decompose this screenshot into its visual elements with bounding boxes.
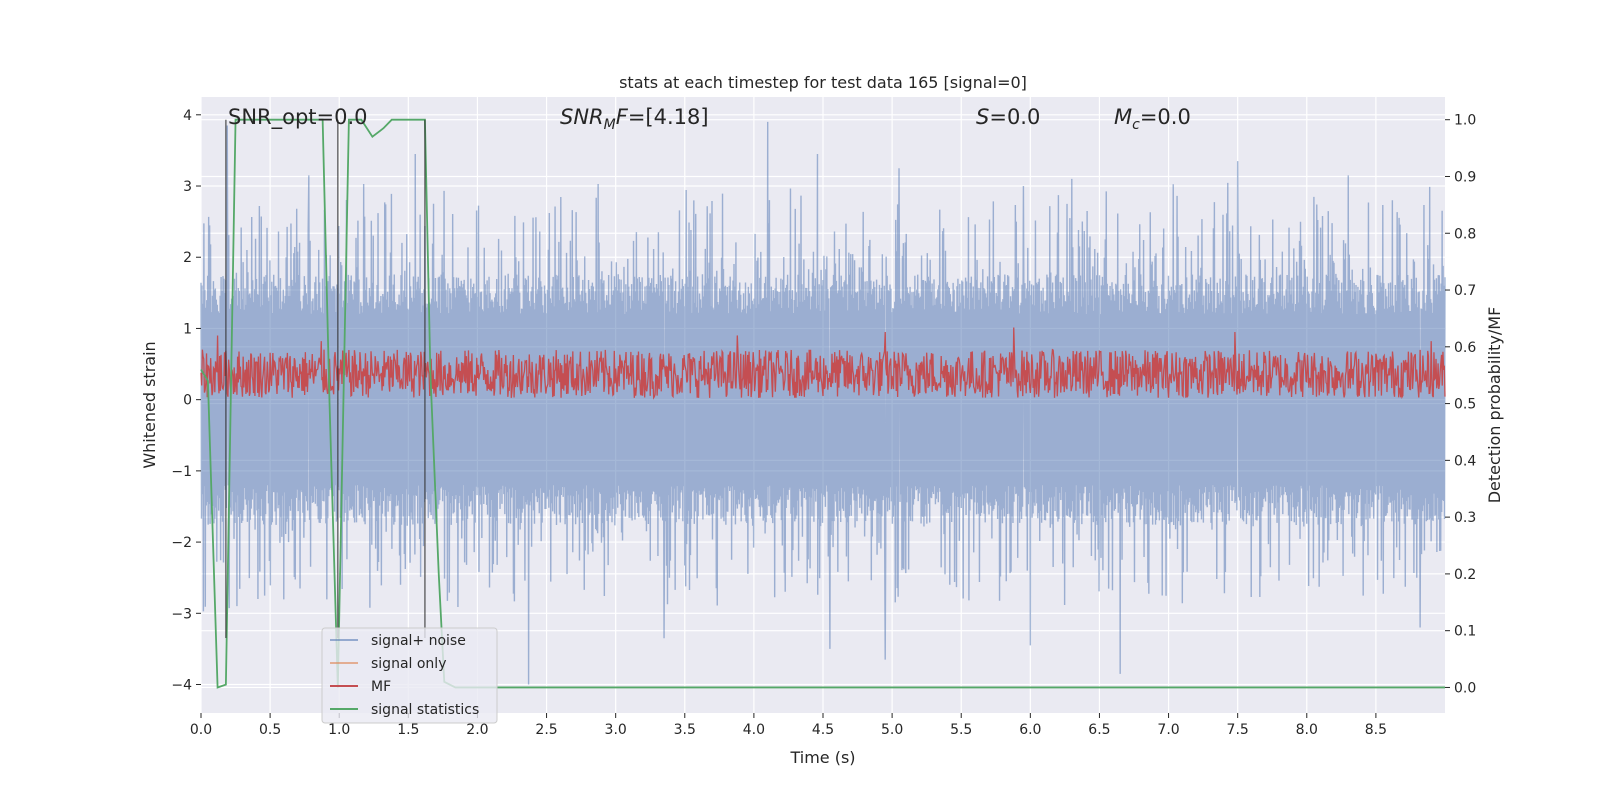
x-tick-label: 7.5 bbox=[1227, 722, 1249, 738]
annotation-s: S=0.0 bbox=[976, 105, 1040, 129]
y-right-tick-label: 1.0 bbox=[1454, 113, 1476, 129]
y-axis-label: Whitened strain bbox=[140, 341, 159, 468]
y-tick-label: 4 bbox=[183, 108, 192, 124]
y-right-tick-label: 0.7 bbox=[1454, 283, 1476, 299]
x-tick-label: 5.5 bbox=[950, 722, 972, 738]
chart-title: stats at each timestep for test data 165… bbox=[619, 73, 1027, 92]
y-right-tick-label: 0.9 bbox=[1454, 169, 1476, 185]
y-tick-label: −1 bbox=[171, 464, 192, 480]
annotation-mc: Mc=0.0 bbox=[1114, 105, 1191, 133]
y-right-tick-label: 0.5 bbox=[1454, 397, 1476, 413]
annotation-snr-mf-value: =[4.18] bbox=[628, 105, 709, 129]
legend-box bbox=[321, 627, 498, 724]
x-ticks: 0.0 0.5 1.0 1.5 2.0 2.5 3.0 3.5 4.0 4.5 5.0 5.5 6.0 6… bbox=[190, 713, 1387, 738]
annotation-snr-mf: SNRMF=[4.18] bbox=[560, 105, 709, 133]
y-tick-label: −4 bbox=[171, 678, 192, 694]
series-signal-noise-line bbox=[200, 121, 1446, 685]
x-tick-label: 4.5 bbox=[812, 722, 834, 738]
y-right-tick-label: 0.2 bbox=[1454, 567, 1476, 583]
x-tick-label: 0.0 bbox=[190, 722, 212, 738]
annotation-mc-value: =0.0 bbox=[1140, 105, 1191, 129]
x-axis-label: Time (s) bbox=[789, 748, 855, 767]
x-tick-label: 6.0 bbox=[1019, 722, 1041, 738]
series-mf-line bbox=[200, 327, 1446, 400]
x-tick-label: 0.5 bbox=[259, 722, 281, 738]
x-tick-label: 2.0 bbox=[466, 722, 488, 738]
series-layer bbox=[200, 118, 1446, 689]
y-tick-label: −3 bbox=[171, 606, 192, 622]
y-right-tick-label: 0.4 bbox=[1454, 453, 1476, 469]
annotation-snr-opt: SNR_opt=0.0 bbox=[228, 105, 368, 130]
legend-label-signal-only: signal only bbox=[371, 656, 446, 672]
x-tick-label: 5.0 bbox=[881, 722, 903, 738]
y-tick-label: −2 bbox=[171, 535, 192, 551]
x-tick-label: 6.5 bbox=[1088, 722, 1110, 738]
x-tick-label: 1.5 bbox=[397, 722, 419, 738]
x-tick-label: 7.0 bbox=[1157, 722, 1179, 738]
annotation-s-value: =0.0 bbox=[989, 105, 1040, 129]
y-tick-label: 3 bbox=[183, 179, 192, 195]
x-tick-label: 8.0 bbox=[1296, 722, 1318, 738]
y-right-tick-label: 0.0 bbox=[1454, 680, 1476, 696]
x-tick-label: 4.0 bbox=[743, 722, 765, 738]
series-signal-statistics-line bbox=[200, 118, 1445, 689]
y-axis-label-right: Detection probability/MF bbox=[1485, 307, 1504, 504]
legend-label-signal-noise: signal+ noise bbox=[371, 633, 466, 649]
y-right-tick-label: 0.1 bbox=[1454, 624, 1476, 640]
legend: signal+ noise signal only MF signal stat… bbox=[321, 627, 498, 724]
y-tick-label: 0 bbox=[183, 393, 192, 409]
legend-label-mf: MF bbox=[371, 679, 391, 695]
legend-label-signal-statistics: signal statistics bbox=[371, 702, 479, 718]
left-y-ticks: 4 3 2 1 0 −1 −2 −3 −4 bbox=[171, 108, 201, 694]
y-right-tick-label: 0.6 bbox=[1454, 340, 1476, 356]
y-right-tick-label: 0.3 bbox=[1454, 510, 1476, 526]
right-y-ticks: 1.0 0.9 0.8 0.7 0.6 0.5 0.4 0.3 0.2 0.1 0.0 bbox=[1445, 113, 1476, 696]
x-tick-label: 1.0 bbox=[328, 722, 350, 738]
y-tick-label: 1 bbox=[183, 321, 192, 337]
x-tick-label: 8.5 bbox=[1365, 722, 1387, 738]
x-tick-label: 3.5 bbox=[674, 722, 696, 738]
x-tick-label: 2.5 bbox=[535, 722, 557, 738]
y-tick-label: 2 bbox=[183, 250, 192, 266]
vertical-markers bbox=[225, 119, 426, 638]
x-tick-label: 3.0 bbox=[605, 722, 627, 738]
y-right-tick-label: 0.8 bbox=[1454, 226, 1476, 242]
